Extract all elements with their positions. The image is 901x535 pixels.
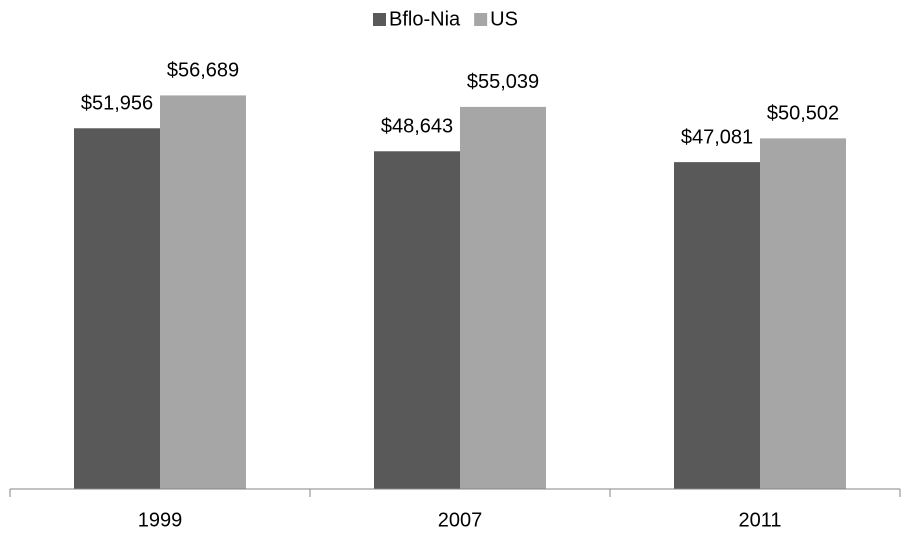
- data-label: $50,502: [767, 103, 839, 125]
- legend-swatch: [474, 13, 488, 26]
- x-tick-label: 1999: [138, 509, 183, 531]
- bar: [760, 138, 846, 489]
- legend-label: US: [490, 8, 518, 30]
- x-tick-label: 2007: [438, 509, 483, 531]
- bar: [74, 128, 160, 489]
- data-label: $47,081: [681, 126, 753, 148]
- data-label: $55,039: [467, 71, 539, 93]
- bar: [374, 151, 460, 489]
- data-label: $51,956: [81, 93, 153, 115]
- bar: [160, 95, 246, 489]
- data-label: $48,643: [381, 116, 453, 138]
- legend-swatch: [373, 13, 386, 26]
- legend: Bflo-Nia US: [373, 8, 518, 30]
- x-tick-label: 2011: [738, 509, 781, 531]
- data-label: $56,689: [167, 60, 239, 82]
- legend-label: Bflo-Nia: [389, 8, 461, 30]
- bar: [674, 162, 760, 489]
- bar: [460, 106, 546, 490]
